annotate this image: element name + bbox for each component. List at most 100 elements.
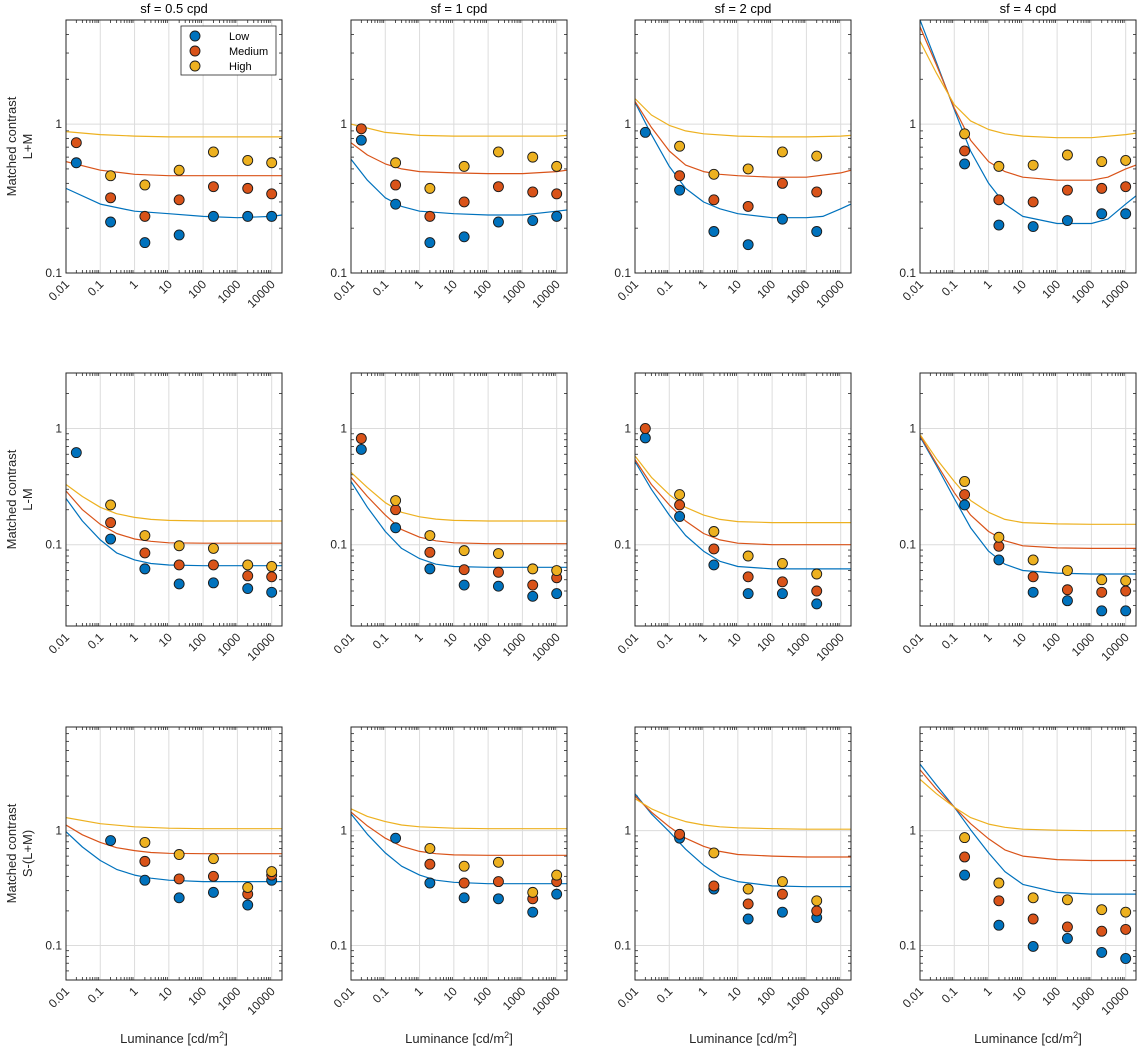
plot-area: [920, 20, 1136, 273]
x-tick-label: 10: [441, 984, 461, 1004]
data-point-high: [776, 558, 788, 569]
y-tick-label: 1: [55, 824, 62, 838]
x-tick-label: 1: [126, 984, 141, 999]
data-point-high: [207, 542, 219, 554]
data-point-medium: [1027, 913, 1039, 925]
data-point-high: [708, 847, 720, 859]
data-point-low: [993, 219, 1005, 231]
x-tick-label: 1: [411, 984, 426, 999]
data-point-medium: [207, 870, 219, 882]
fit-line-low: [920, 763, 1136, 895]
x-tick-label: 0.1: [370, 277, 392, 299]
data-point-high: [551, 565, 563, 576]
x-tick-label: 1: [126, 277, 141, 292]
data-point-low: [70, 447, 82, 459]
data-point-low: [639, 432, 651, 444]
data-point-medium: [1096, 182, 1108, 194]
data-point-low: [266, 586, 278, 598]
data-point-medium: [105, 517, 117, 529]
x-axis-label: Luminance [cd/m2]: [974, 1030, 1082, 1046]
data-point-low: [639, 126, 651, 138]
axes-box: [919, 726, 1137, 981]
data-point-low: [811, 598, 823, 610]
data-point-low: [355, 444, 367, 455]
data-point-low: [1027, 221, 1039, 233]
subplot-r2-c3: 0.1 1 0.01 0.1 1 10 100 1000 10000: [614, 372, 852, 664]
data-point-low: [1061, 933, 1073, 944]
data-point-low: [1096, 208, 1108, 220]
data-point-high: [776, 146, 788, 158]
subplot-r3-c1: 0.1 1 0.01 0.1 1 10 100 1000 10000 Matched contra…: [4, 726, 283, 1046]
data-point-high: [492, 856, 504, 868]
data-point-medium: [105, 192, 117, 204]
data-point-low: [674, 511, 686, 522]
data-point-high: [492, 146, 504, 158]
x-tick-label: 10000: [813, 277, 847, 311]
data-point-medium: [527, 579, 539, 591]
data-point-low: [458, 892, 470, 904]
fit-line-medium: [351, 142, 567, 175]
data-point-low: [776, 588, 788, 600]
data-point-medium: [639, 423, 651, 434]
legend-marker-medium: [189, 45, 201, 57]
subplot-r3-c4: 0.1 1 0.01 0.1 1 10 100 1000 10000 Luminance [cd/…: [899, 726, 1137, 1046]
x-axis-label: Luminance [cd/m2]: [120, 1030, 228, 1046]
x-tick-label: 1000: [215, 984, 244, 1013]
x-tick-label: 0.01: [900, 277, 927, 304]
data-point-low: [139, 237, 151, 249]
data-point-low: [1120, 953, 1132, 964]
data-point-low: [390, 832, 402, 844]
y-tick-label: 0.1: [614, 938, 631, 952]
data-point-high: [242, 882, 254, 893]
x-tick-label: 1000: [1069, 984, 1098, 1013]
data-point-high: [390, 157, 402, 169]
data-point-medium: [458, 564, 470, 576]
x-tick-label: 10: [1010, 984, 1030, 1004]
data-point-medium: [390, 179, 402, 191]
y-tick-label: 0.1: [614, 266, 631, 280]
data-point-low: [390, 198, 402, 210]
data-point-high: [266, 561, 278, 572]
data-point-high: [742, 550, 754, 562]
data-point-medium: [674, 828, 686, 840]
data-point-medium: [1061, 584, 1073, 596]
legend: Low Medium High: [180, 25, 277, 76]
data-point-high: [492, 548, 504, 559]
data-point-high: [458, 860, 470, 872]
legend-label-low: Low: [229, 31, 249, 43]
x-tick-label: 0.1: [654, 984, 676, 1006]
data-point-medium: [1061, 921, 1073, 933]
data-point-low: [242, 210, 254, 222]
data-point-high: [1096, 574, 1108, 586]
data-point-medium: [993, 540, 1005, 552]
x-tick-label: 100: [185, 630, 209, 654]
data-point-low: [266, 210, 278, 222]
fit-line-medium: [920, 435, 1136, 550]
data-point-medium: [993, 895, 1005, 907]
data-point-medium: [1120, 923, 1132, 935]
data-point-high: [708, 168, 720, 180]
data-point-medium: [173, 194, 185, 206]
x-tick-label: 100: [754, 277, 778, 301]
data-point-low: [492, 216, 504, 228]
x-tick-label: 10: [1010, 277, 1030, 297]
x-tick-label: 1: [980, 984, 995, 999]
y-tick-label: 0.1: [330, 266, 347, 280]
data-point-low: [708, 559, 720, 571]
x-tick-label: 100: [1039, 630, 1063, 654]
data-point-low: [1096, 605, 1108, 617]
data-point-high: [242, 154, 254, 166]
x-tick-label: 0.1: [654, 277, 676, 299]
data-point-low: [173, 229, 185, 241]
axes-box: [350, 19, 568, 274]
x-tick-label: 10000: [529, 984, 563, 1018]
data-point-high: [105, 170, 117, 182]
plot-area: [351, 727, 567, 980]
data-point-high: [1027, 892, 1039, 904]
data-point-high: [527, 563, 539, 575]
data-point-medium: [458, 196, 470, 208]
x-tick-label: 0.01: [46, 984, 73, 1011]
data-point-medium: [139, 547, 151, 559]
